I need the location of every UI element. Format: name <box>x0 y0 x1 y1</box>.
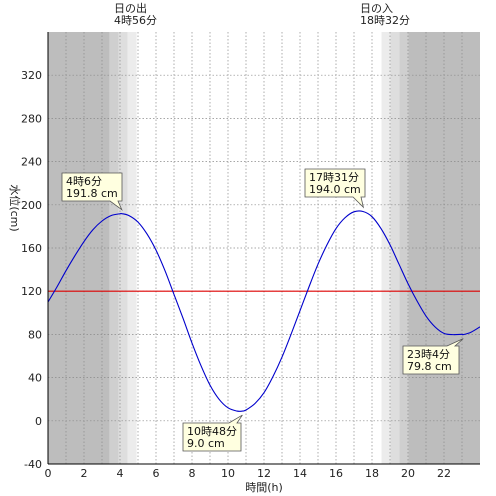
y-tick-label: 40 <box>28 372 42 385</box>
x-tick-label: 8 <box>189 467 196 480</box>
x-tick-label: 10 <box>221 467 235 480</box>
callout-box <box>61 172 123 211</box>
sunset-label: 日の入 <box>360 2 393 15</box>
y-tick-label: -40 <box>24 458 42 471</box>
sunrise-label: 日の出 <box>114 1 147 15</box>
callout-box <box>182 414 243 452</box>
tide-line <box>48 210 480 412</box>
x-tick-label: 12 <box>257 467 271 480</box>
y-tick-label: 320 <box>21 69 42 82</box>
x-tick-label: 22 <box>437 467 451 480</box>
callout-time: 23時4分 <box>407 348 450 361</box>
callout-box <box>304 168 366 209</box>
y-tick-label: 160 <box>21 242 42 255</box>
y-tick-label: 120 <box>21 285 42 298</box>
shade-band <box>118 32 128 464</box>
y-tick-label: 80 <box>28 328 42 341</box>
x-axis-title: 時間(h) <box>245 481 283 494</box>
shade-band <box>381 32 391 464</box>
x-tick-label: 14 <box>293 467 307 480</box>
y-tick-label: 240 <box>21 156 42 169</box>
axes <box>47 32 480 465</box>
shade-band <box>48 32 110 464</box>
y-axis-title: 水位(cm) <box>8 184 22 231</box>
x-tick-label: 4 <box>117 467 124 480</box>
x-tick-label: 6 <box>153 467 160 480</box>
callout-value: 79.8 cm <box>407 360 452 373</box>
y-tick-label: 200 <box>21 199 42 212</box>
callout-value: 9.0 cm <box>187 437 225 450</box>
x-tick-label: 2 <box>81 467 88 480</box>
x-tick-label: 0 <box>45 467 52 480</box>
callout-value: 194.0 cm <box>309 183 361 196</box>
callout-value: 191.8 cm <box>66 187 118 200</box>
callout-time: 17時31分 <box>309 171 359 184</box>
shade-band <box>109 32 119 464</box>
callout-time: 10時48分 <box>187 425 237 438</box>
shade-band <box>399 32 409 464</box>
sunset-time: 18時32分 <box>360 14 410 27</box>
x-tick-label: 18 <box>365 467 379 480</box>
sunrise-time: 4時56分 <box>114 14 157 27</box>
night-shading <box>48 32 480 464</box>
y-tick-label: 0 <box>35 415 42 428</box>
x-tick-label: 16 <box>329 467 343 480</box>
x-tick-label: 20 <box>401 467 415 480</box>
labels: 0 2 4 6 8 10 12 14 16 18 20 22-40040801201602002402… <box>8 1 451 494</box>
y-tick-label: 280 <box>21 112 42 125</box>
callout-time: 4時6分 <box>66 175 102 188</box>
plot-area <box>48 210 480 412</box>
callout-box <box>402 338 464 375</box>
